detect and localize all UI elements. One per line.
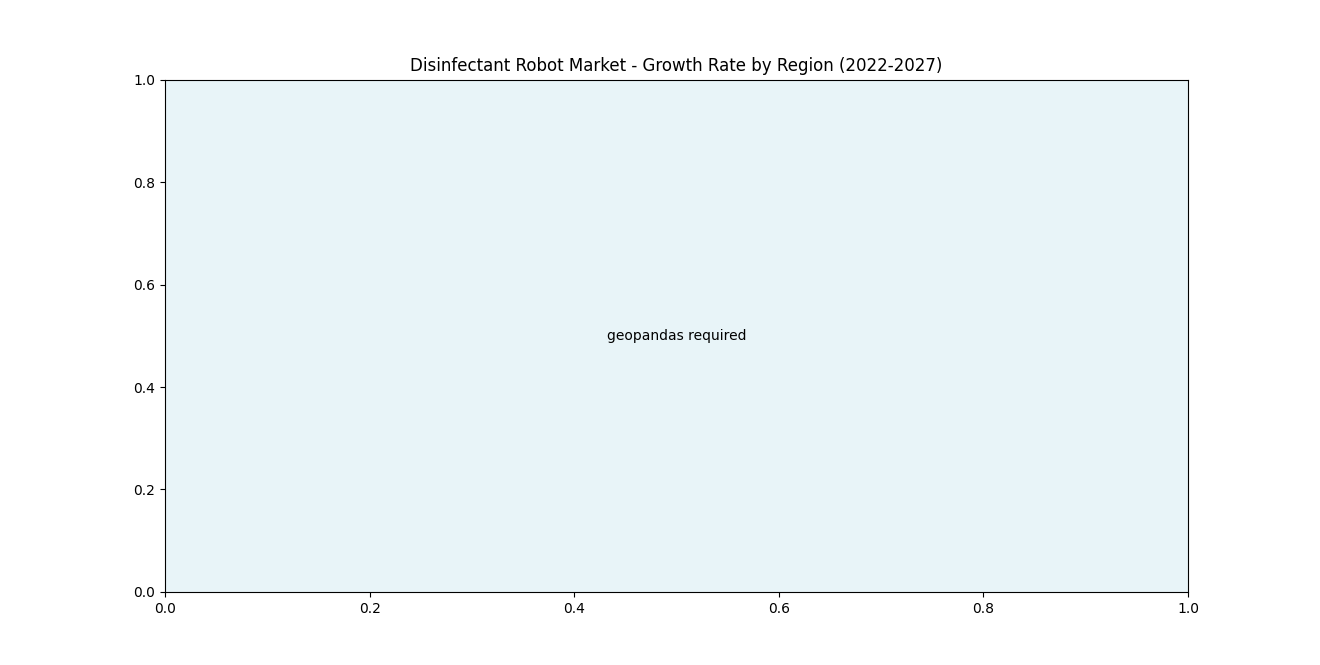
Text: geopandas required: geopandas required (607, 329, 746, 343)
Title: Disinfectant Robot Market - Growth Rate by Region (2022-2027): Disinfectant Robot Market - Growth Rate … (411, 57, 942, 75)
